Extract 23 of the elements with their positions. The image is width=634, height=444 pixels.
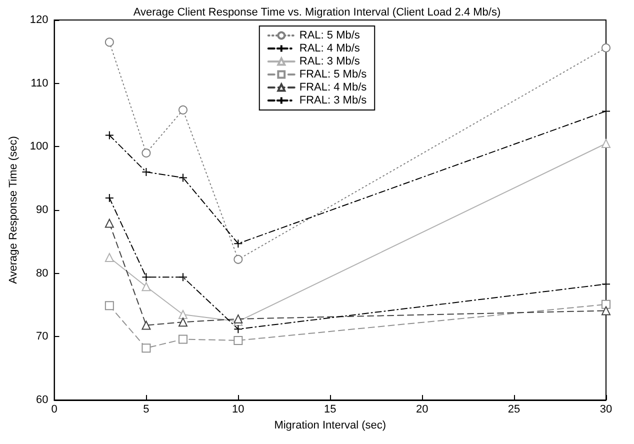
y-tick-label: 110 [30,77,48,90]
y-tick-label: 60 [36,394,48,406]
x-tick-label: 0 [51,404,58,416]
legend-label: FRAL: 4 Mb/s [299,82,368,94]
legend-label: FRAL: 3 Mb/s [299,94,368,106]
x-tick-label: 15 [324,404,336,416]
y-tick-label: 80 [36,267,48,280]
x-tick-label: 10 [232,404,244,416]
legend-label: FRAL: 5 Mb/s [299,68,368,80]
legend-label: RAL: 5 Mb/s [299,30,360,42]
y-axis-title: Average Response Time (sec) [8,136,20,284]
legend-label: RAL: 3 Mb/s [299,56,360,68]
x-tick-label: 30 [600,404,612,416]
y-tick-label: 70 [36,330,48,343]
x-tick-label: 25 [508,404,520,416]
y-tick-label: 90 [36,204,48,216]
x-tick-label: 20 [416,404,428,416]
legend-label: RAL: 4 Mb/s [299,42,360,54]
x-axis-title: Migration Interval (sec) [274,419,386,432]
x-tick-label: 5 [143,404,150,416]
y-tick-label: 120 [30,14,48,26]
chart-title: Average Client Response Time vs. Migration Interval (Client Load 2.4 Mb/s) [133,6,501,18]
y-tick-label: 100 [30,140,48,153]
